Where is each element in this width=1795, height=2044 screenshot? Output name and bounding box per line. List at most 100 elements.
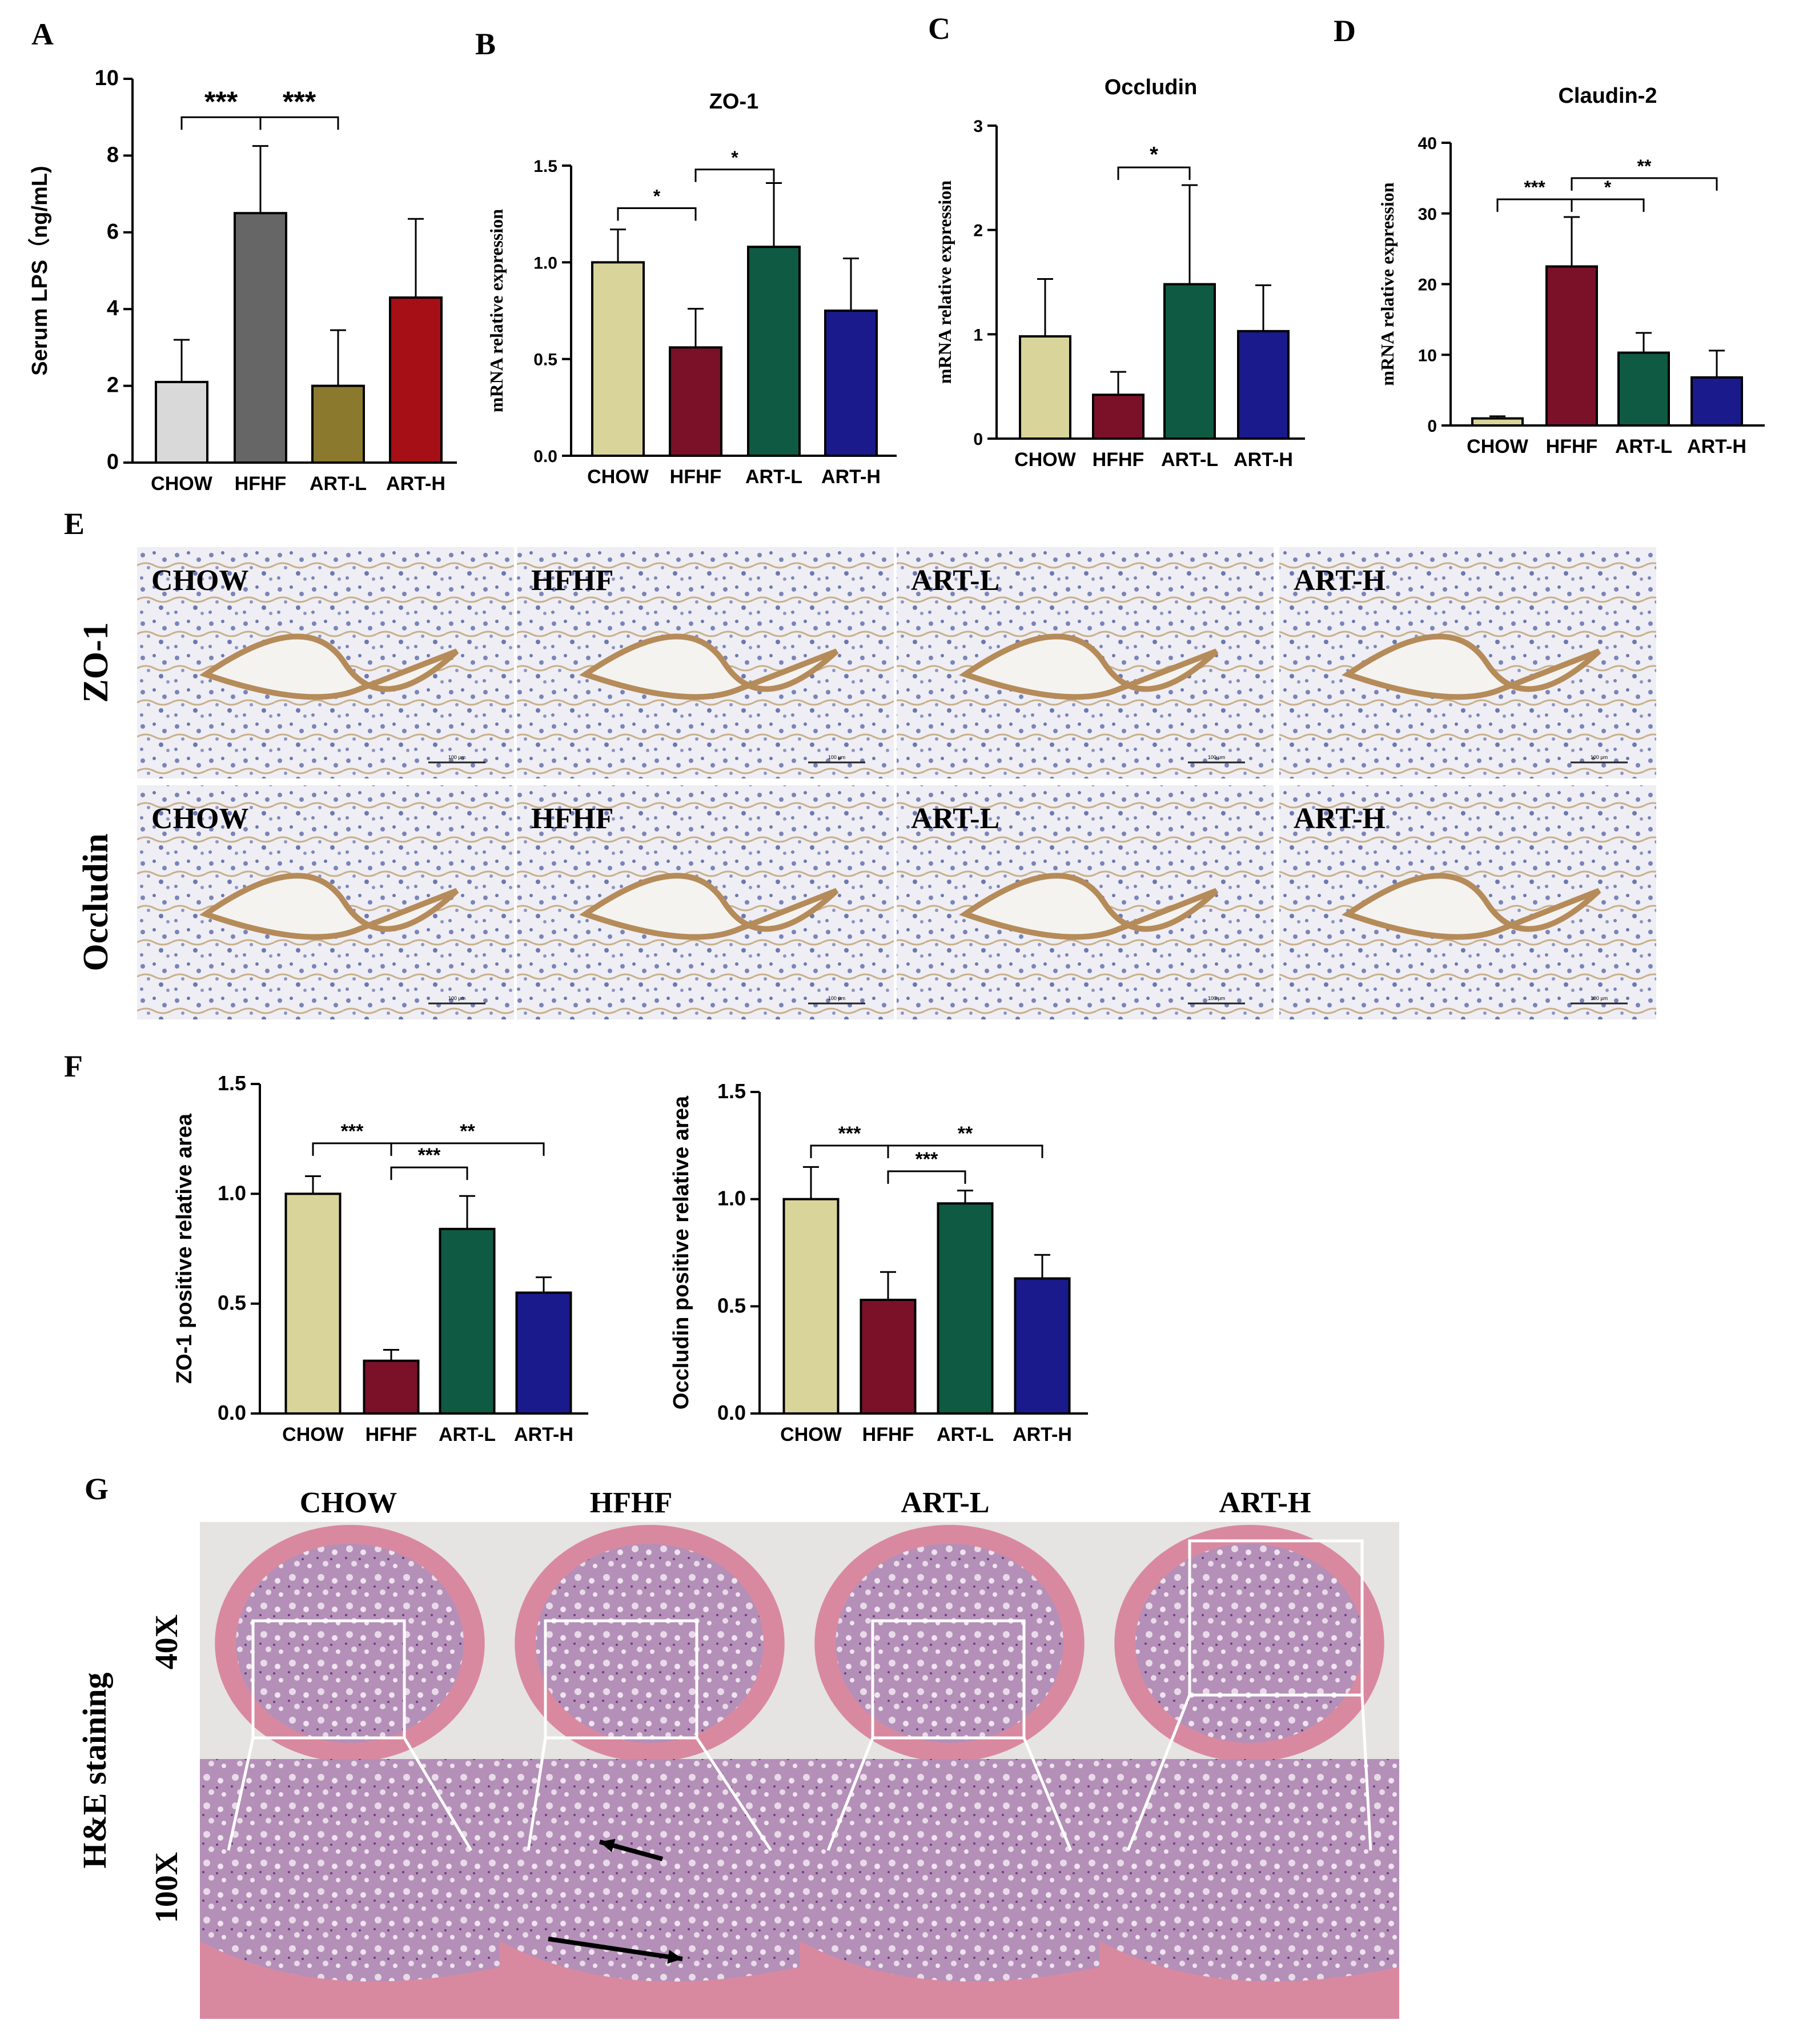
column-title-hfhf: HFHF	[590, 1487, 672, 1519]
zoom-line	[826, 1737, 874, 1851]
significance-label-f2: ***	[838, 1123, 861, 1145]
y-axis-title-f2: Occludin positive relative area	[669, 1095, 693, 1409]
scale-bar-text: 100 μm	[828, 995, 845, 1001]
chart-b-zo1: 0.0 0.5 1.0 1.5 CHOW HFHF ART-L ART-H * * ZO-1 mRNA…	[486, 90, 897, 488]
panel-label-d: D	[1334, 14, 1356, 48]
lesion-arrow-1	[548, 1937, 683, 1961]
category-label-f1: HFHF	[366, 1424, 417, 1445]
arrow-head-icon	[600, 1838, 616, 1853]
significance-label-a: ***	[204, 86, 238, 118]
panel-label-c: C	[928, 11, 950, 46]
row-label-occludin: Occludin	[77, 833, 115, 971]
bar-c-chow	[1019, 335, 1071, 440]
category-label-f2: HFHF	[862, 1424, 914, 1445]
scale-bar-text: 100 μm	[828, 754, 845, 760]
significance-bracket-c	[1117, 166, 1191, 180]
zoom-line	[403, 1737, 473, 1852]
scale-bar-text: 100 μm	[1591, 754, 1608, 760]
muscle-layer	[500, 1941, 800, 2019]
category-label-d: ART-H	[1687, 436, 1746, 457]
y-tick-label-a: 6	[107, 220, 119, 244]
chart-title-c: Occludin	[1105, 75, 1198, 99]
significance-bracket-b	[617, 207, 697, 221]
colon-mucosa	[236, 1544, 464, 1743]
significance-label-f2: ***	[915, 1149, 938, 1170]
category-label-a: CHOW	[151, 473, 213, 495]
panel-e-ihc: 100 μm CHOW 100 μm HFHF 100 μm ART-L 100 μm ART…	[77, 547, 1656, 1019]
column-title-art-h: ART-H	[1219, 1487, 1311, 1519]
y-tick-label-f2: 1.0	[717, 1187, 746, 1210]
y-tick-label-f2: 0.0	[717, 1401, 746, 1424]
y-tick-label-b: 1.0	[533, 254, 557, 272]
image-label-occludin: ART-L	[911, 802, 999, 835]
image-label-occludin: ART-H	[1294, 802, 1386, 835]
arrow-head-icon	[667, 1950, 682, 1964]
chart-title-b: ZO-1	[709, 90, 759, 114]
category-label-c: ART-H	[1234, 449, 1293, 471]
bar-a-art-h	[389, 296, 443, 464]
y-tick-label-d: 0	[1427, 417, 1437, 436]
y-tick-label-c: 0	[973, 430, 983, 449]
category-label-a: HFHF	[235, 473, 287, 495]
row-label-40x: 40X	[149, 1615, 184, 1669]
category-label-f2: ART-H	[1013, 1424, 1072, 1445]
bar-f1-hfhf	[363, 1359, 420, 1415]
colon-mucosa	[536, 1544, 764, 1743]
y-tick-label-c: 2	[973, 222, 983, 240]
chart-c-occludin: 0 1 2 3 CHOW HFHF ART-L ART-H * Occludin mRNA rela…	[934, 75, 1305, 471]
category-label-a: ART-H	[386, 473, 445, 495]
column-title-chow: CHOW	[300, 1487, 397, 1519]
significance-bracket-f1	[390, 1142, 545, 1156]
y-tick-label-d: 30	[1418, 205, 1437, 224]
bar-d-chow	[1471, 417, 1524, 427]
bar-f2-art-h	[1014, 1277, 1071, 1415]
row-label-100x: 100X	[149, 1852, 184, 1923]
significance-label-f2: **	[958, 1123, 973, 1145]
significance-bracket-f2	[887, 1145, 1043, 1158]
y-axis-title-d: mRNA relative expression	[1377, 182, 1398, 385]
image-label-occludin: CHOW	[151, 802, 248, 835]
bar-f2-chow	[782, 1198, 840, 1415]
he-staining-label: H&E staining	[76, 1672, 113, 1868]
bar-d-hfhf	[1545, 265, 1598, 427]
y-tick-label-a: 8	[107, 143, 119, 167]
significance-bracket-f2	[810, 1145, 889, 1158]
y-axis-title-b: mRNA relative expression	[486, 209, 507, 412]
scale-bar-text: 100 μm	[1591, 995, 1608, 1001]
bar-a-hfhf	[234, 212, 287, 464]
bar-a-chow	[155, 380, 208, 464]
significance-label-f1: ***	[418, 1145, 441, 1166]
significance-label-a: ***	[283, 86, 316, 118]
y-tick-label-b: 1.5	[533, 157, 557, 176]
panel-label-b: B	[475, 27, 496, 61]
row-label-zo1: ZO-1	[77, 622, 115, 702]
y-tick-label-a: 10	[95, 66, 119, 90]
scale-bar-text: 100 μm	[448, 995, 465, 1001]
significance-bracket-f1	[312, 1142, 392, 1156]
scale-bar-text: 100 μm	[448, 754, 465, 760]
bar-f2-art-l	[937, 1202, 994, 1415]
significance-bracket-f1	[390, 1166, 468, 1180]
bar-c-hfhf	[1092, 393, 1145, 440]
image-label-occludin: HFHF	[531, 802, 613, 835]
category-label-f1: ART-L	[439, 1424, 496, 1445]
muscle-layer	[800, 1941, 1099, 2019]
y-tick-label-f2: 0.5	[717, 1294, 746, 1317]
significance-label-b: *	[653, 186, 661, 207]
chart-a-lps: 0 2 4 6 8 10 CHOW HFHF ART-L ART-H *** *** Serum LPS…	[28, 66, 457, 495]
muscle-layer	[1099, 1941, 1399, 2019]
category-label-c: ART-L	[1161, 449, 1218, 471]
zoom-box	[251, 1619, 406, 1740]
lumen-shape	[1342, 873, 1601, 940]
bar-d-art-h	[1690, 376, 1743, 427]
y-tick-label-b: 0.0	[533, 447, 557, 466]
y-tick-label-a: 2	[107, 374, 119, 397]
bar-c-art-h	[1237, 330, 1290, 440]
significance-bracket-d	[1571, 198, 1645, 212]
significance-bracket-a	[259, 116, 339, 130]
category-label-c: CHOW	[1014, 449, 1077, 471]
